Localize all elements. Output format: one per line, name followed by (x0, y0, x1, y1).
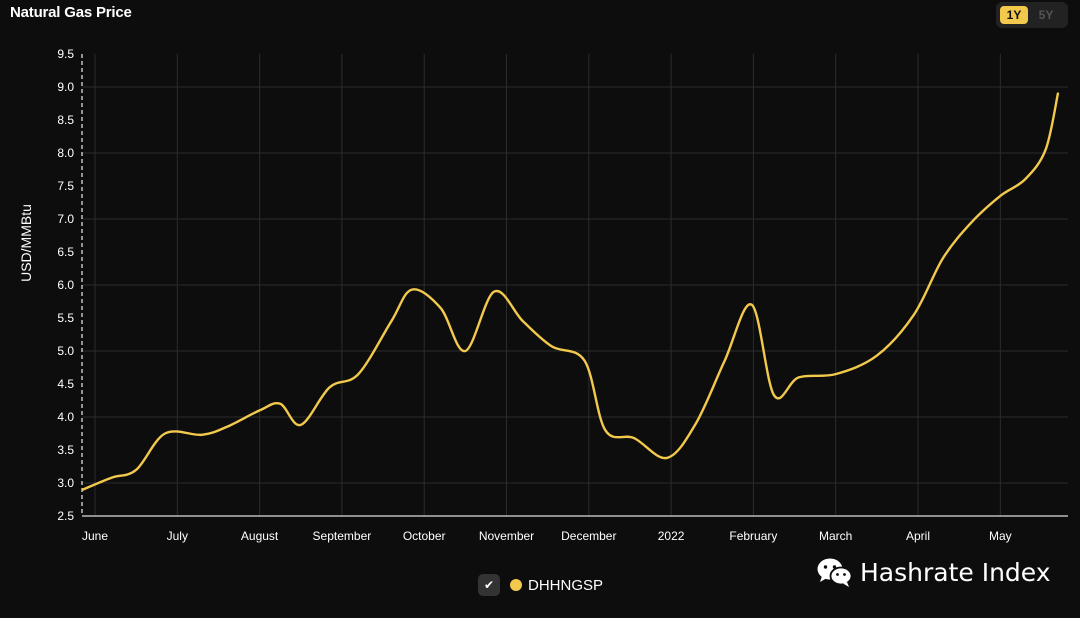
y-tick-label: 6.0 (57, 278, 74, 292)
x-tick-label: December (561, 529, 616, 543)
x-tick-label: November (479, 529, 534, 543)
watermark: Hashrate Index (816, 556, 1051, 588)
watermark-text: Hashrate Index (860, 557, 1051, 587)
y-tick-label: 5.0 (57, 344, 74, 358)
y-tick-label: 4.5 (57, 377, 74, 391)
y-tick-label: 7.5 (57, 179, 74, 193)
x-tick-label: September (313, 529, 372, 543)
chart-title: Natural Gas Price (10, 4, 132, 21)
grid-layer (82, 54, 1068, 516)
x-tick-label: May (989, 529, 1012, 543)
legend: ✔ DHHNGSP (478, 574, 603, 596)
x-tick-label: July (167, 529, 188, 543)
y-tick-label: 3.5 (57, 443, 74, 457)
y-tick-label: 8.0 (57, 146, 74, 160)
range-1y-button[interactable]: 1Y (1000, 6, 1028, 24)
x-tick-label: June (82, 529, 108, 543)
wechat-icon (817, 558, 853, 587)
axis-layer: 2.5 3.0 3.5 4.0 4.5 5.0 5.5 6.0 6.5 7.0 7.5 8.0 8.5 9… (57, 47, 1068, 543)
legend-series-label[interactable]: DHHNGSP (528, 576, 604, 594)
series-line-dhhngsp (81, 92, 1060, 491)
series-layer (81, 92, 1060, 491)
y-tick-label: 5.5 (57, 311, 74, 325)
x-tick-label: 2022 (658, 529, 685, 543)
y-tick-label: 3.0 (57, 476, 74, 490)
y-tick-label: 4.0 (57, 410, 74, 424)
x-tick-label: August (241, 529, 279, 543)
check-icon: ✔ (483, 578, 495, 592)
x-tick-label: February (729, 529, 777, 543)
range-5y-button[interactable]: 5Y (1038, 8, 1054, 22)
x-tick-label: March (819, 529, 852, 543)
y-tick-label: 6.5 (57, 245, 74, 259)
x-tick-label: October (403, 529, 446, 543)
range-toggle: 1Y 5Y (996, 2, 1068, 28)
x-tick-label: April (906, 529, 930, 543)
legend-color-dot (510, 579, 522, 591)
line-chart: 2.5 3.0 3.5 4.0 4.5 5.0 5.5 6.0 6.5 7.0 7.5 8.0 8.5 9… (18, 47, 1068, 543)
y-tick-label: 8.5 (57, 113, 74, 127)
y-tick-label: 9.0 (57, 80, 74, 94)
y-tick-label: 9.5 (57, 47, 74, 61)
y-tick-label: 7.0 (57, 212, 74, 226)
y-axis-label: USD/MMBtu (18, 204, 34, 282)
legend-toggle-checkbox[interactable]: ✔ (478, 574, 500, 596)
y-tick-label: 2.5 (57, 509, 74, 523)
